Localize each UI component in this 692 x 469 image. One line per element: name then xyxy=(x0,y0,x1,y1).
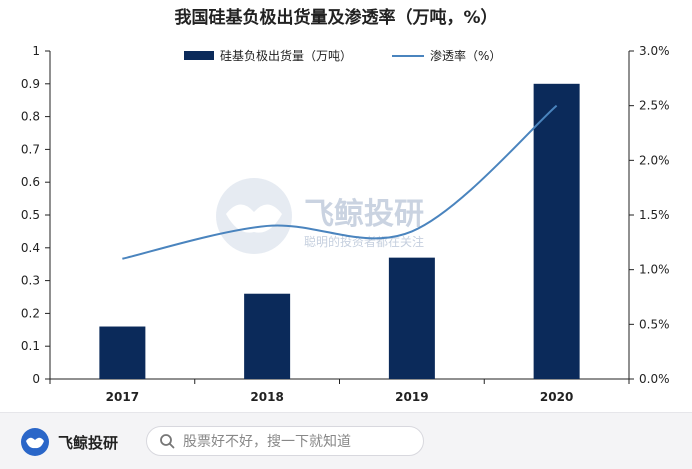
whale-logo-icon xyxy=(216,178,292,254)
y-left-tick-label: 0.6 xyxy=(21,175,40,189)
y-left-tick-label: 0.7 xyxy=(21,142,40,156)
y-left-tick-label: 0.8 xyxy=(21,110,40,124)
watermark-name: 飞鲸投研 xyxy=(304,197,424,232)
legend: 硅基负极出货量（万吨） 渗透率（%） xyxy=(184,48,501,63)
y-right-tick-label: 0.5% xyxy=(639,317,670,331)
search-icon xyxy=(159,433,175,449)
y-right-tick-label: 2.0% xyxy=(639,153,670,167)
footer-bar: 飞鲸投研 股票好不好，搜一下就知道 xyxy=(0,412,692,469)
y-left-tick-label: 1 xyxy=(32,44,40,58)
y-left-tick-label: 0.1 xyxy=(21,339,40,353)
y-left-tick-label: 0.3 xyxy=(21,274,40,288)
bar-2020 xyxy=(534,84,580,379)
y-right-tick-label: 1.5% xyxy=(639,208,670,222)
chart-title: 我国硅基负极出货量及渗透率（万吨，%） xyxy=(174,7,497,28)
y-right-tick-label: 0.0% xyxy=(639,372,670,386)
x-tick-label: 2017 xyxy=(106,390,139,404)
bar-2019 xyxy=(389,258,435,379)
x-tick-label: 2019 xyxy=(395,390,428,404)
x-tick-label: 2020 xyxy=(540,390,573,404)
bar-2017 xyxy=(99,327,145,379)
y-right-tick-label: 2.5% xyxy=(639,99,670,113)
legend-label-bar: 硅基负极出货量（万吨） xyxy=(220,48,352,63)
bar-2018 xyxy=(244,294,290,379)
y-right-tick-label: 3.0% xyxy=(639,44,670,58)
y-left-tick-label: 0 xyxy=(32,372,40,386)
watermark: 飞鲸投研 聪明的投资者都在关注 xyxy=(216,178,424,254)
legend-swatch-bar xyxy=(184,51,214,60)
y-left-tick-label: 0.2 xyxy=(21,306,40,320)
x-tick-label: 2018 xyxy=(250,390,283,404)
search-input[interactable]: 股票好不好，搜一下就知道 xyxy=(146,426,424,456)
y-left-tick-label: 0.5 xyxy=(21,208,40,222)
y-right-tick-label: 1.0% xyxy=(639,263,670,277)
search-placeholder: 股票好不好，搜一下就知道 xyxy=(183,431,351,451)
brand-name: 飞鲸投研 xyxy=(58,432,118,453)
whale-logo-icon xyxy=(20,427,50,457)
legend-label-line: 渗透率（%） xyxy=(430,48,501,63)
y-left-tick-label: 0.4 xyxy=(21,241,40,255)
y-left-tick-label: 0.9 xyxy=(21,77,40,91)
chart: 我国硅基负极出货量及渗透率（万吨，%） 飞鲸投研 聪明的投资者都在关注 硅基负极… xyxy=(0,0,692,412)
watermark-slogan: 聪明的投资者都在关注 xyxy=(304,234,424,249)
brand[interactable]: 飞鲸投研 xyxy=(20,427,118,457)
